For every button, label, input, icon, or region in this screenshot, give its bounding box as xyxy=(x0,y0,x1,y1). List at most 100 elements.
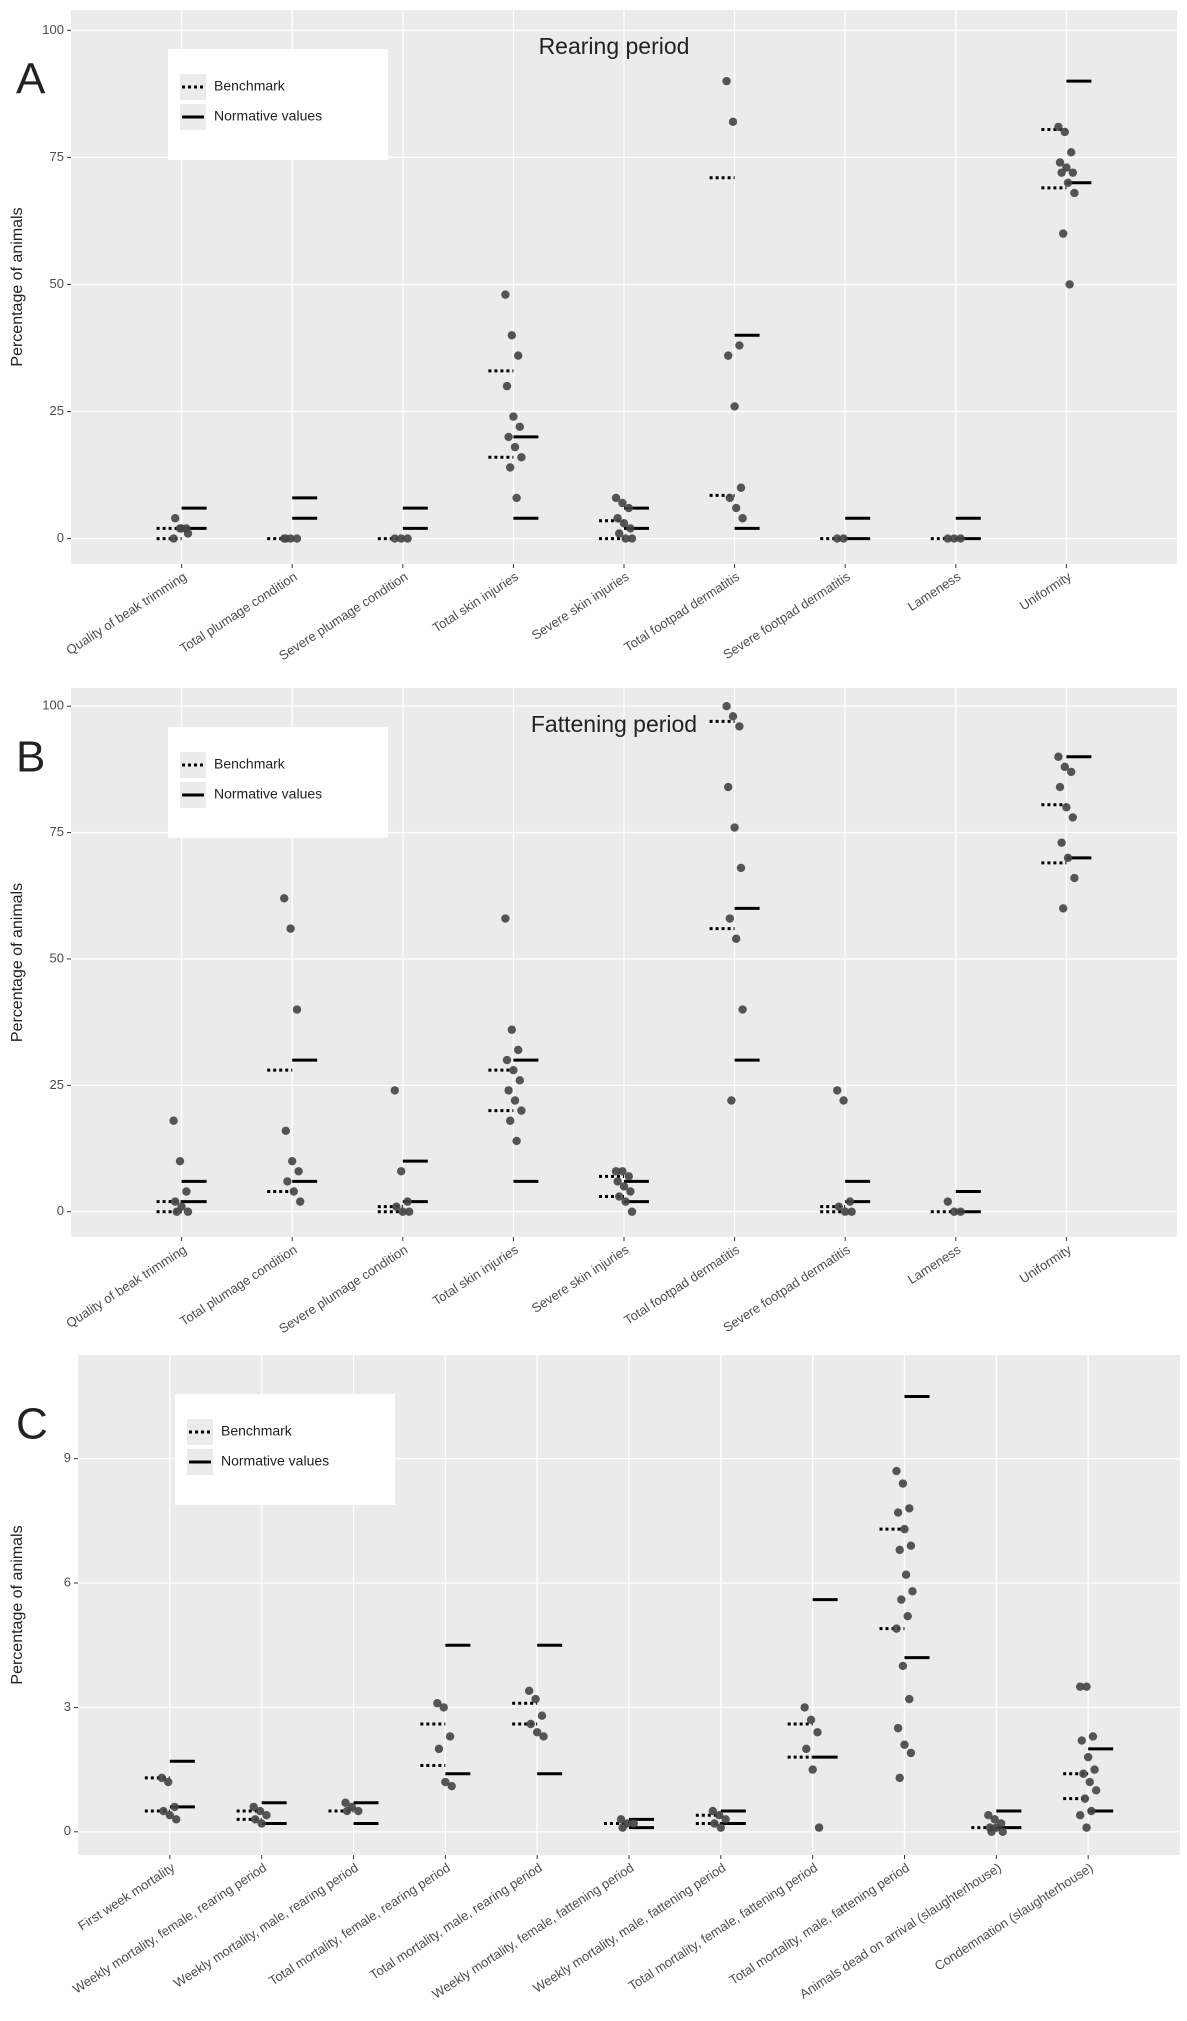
data-point xyxy=(341,1798,350,1807)
x-tick-label: Weekly mortality, male, fattening period xyxy=(530,1860,728,1996)
data-point xyxy=(732,934,741,943)
y-tick-label: 100 xyxy=(42,22,64,37)
data-point xyxy=(1057,838,1066,847)
data-point xyxy=(834,1202,843,1211)
data-point xyxy=(1059,904,1068,913)
data-point xyxy=(292,534,302,543)
data-point xyxy=(509,1065,518,1075)
data-point xyxy=(624,503,633,513)
x-tick-label: Total mortality, female, fattening perio… xyxy=(626,1860,821,1994)
data-point xyxy=(629,1819,638,1828)
x-tick-label: Lameness xyxy=(905,1242,964,1288)
data-point xyxy=(281,1126,290,1136)
data-point xyxy=(1082,1823,1091,1832)
data-point xyxy=(990,1815,999,1824)
y-tick-label: 0 xyxy=(64,1823,71,1838)
data-point xyxy=(515,1076,524,1085)
data-point xyxy=(626,524,635,533)
data-point xyxy=(956,1207,965,1216)
y-tick-label: 75 xyxy=(50,149,64,164)
data-point xyxy=(725,914,734,923)
x-tick-label: Total plumage condition xyxy=(177,569,300,656)
panel-title: Rearing period xyxy=(539,33,690,59)
x-tick-label: Condemnation (slaughterhouse) xyxy=(932,1860,1096,1974)
data-point xyxy=(906,1541,916,1550)
x-tick-label: Severe skin injuries xyxy=(529,569,632,643)
data-point xyxy=(898,1479,908,1488)
x-tick-label: Weekly mortality, male, rearing period xyxy=(171,1860,361,1991)
data-point xyxy=(618,498,627,508)
data-point xyxy=(502,1055,512,1065)
data-point xyxy=(249,1802,258,1812)
y-axis-label: Percentage of animals xyxy=(9,207,26,366)
data-point xyxy=(1055,782,1065,792)
data-point xyxy=(183,1207,193,1216)
data-point xyxy=(1068,168,1078,177)
data-point xyxy=(512,493,521,503)
data-point xyxy=(728,117,738,127)
x-tick-label: Total skin injuries xyxy=(430,1242,522,1309)
data-point xyxy=(619,519,629,528)
data-point xyxy=(618,1823,627,1832)
data-point xyxy=(532,1728,542,1737)
data-point xyxy=(943,534,952,543)
data-point xyxy=(813,1728,822,1737)
data-point xyxy=(175,1156,185,1166)
data-point xyxy=(624,1172,633,1181)
data-point xyxy=(172,1207,181,1216)
panel-letter: C xyxy=(16,1400,48,1449)
data-point xyxy=(283,1177,292,1186)
data-point xyxy=(169,534,178,543)
data-point xyxy=(984,1810,993,1820)
data-point xyxy=(626,1187,635,1196)
x-tick-label: First week mortality xyxy=(75,1860,177,1934)
x-tick-label: Total footpad dermatitis xyxy=(621,569,742,655)
data-point xyxy=(1057,168,1066,177)
data-point xyxy=(1080,1794,1090,1803)
data-point xyxy=(814,1823,824,1832)
panel-letter: A xyxy=(16,55,46,104)
data-point xyxy=(1062,803,1071,812)
x-tick-label: Weekly mortality, female, rearing period xyxy=(70,1860,269,1997)
legend-label: Benchmark xyxy=(221,1423,293,1439)
data-point xyxy=(434,1744,444,1754)
data-point xyxy=(159,1806,168,1816)
data-point xyxy=(405,1207,414,1216)
data-point xyxy=(289,1187,298,1196)
legend-label: Normative values xyxy=(214,108,322,124)
data-point xyxy=(510,442,520,452)
data-point xyxy=(901,1570,911,1579)
data-point xyxy=(439,1703,448,1712)
data-point xyxy=(514,1045,523,1055)
data-point xyxy=(507,331,516,340)
data-point xyxy=(722,76,731,86)
data-point xyxy=(169,1116,178,1125)
data-point xyxy=(281,534,290,543)
data-point xyxy=(1090,1765,1099,1774)
data-point xyxy=(1063,178,1073,188)
data-point xyxy=(445,1732,455,1741)
data-point xyxy=(507,1025,516,1034)
data-point xyxy=(403,1197,412,1206)
data-point xyxy=(738,1005,747,1014)
data-point xyxy=(841,1207,850,1216)
data-point xyxy=(280,894,289,903)
data-point xyxy=(257,1819,266,1828)
data-point xyxy=(1068,813,1078,822)
data-point xyxy=(1079,1769,1088,1778)
data-point xyxy=(251,1815,260,1824)
panel-letter: B xyxy=(16,733,45,782)
data-point xyxy=(296,1197,305,1206)
data-point xyxy=(802,1744,811,1754)
data-point xyxy=(732,503,741,513)
data-point xyxy=(531,1694,540,1704)
data-point xyxy=(1077,1736,1086,1745)
data-point xyxy=(170,1802,179,1812)
data-point xyxy=(171,514,180,523)
data-point xyxy=(1060,127,1070,137)
data-point xyxy=(730,402,739,411)
data-point xyxy=(262,1810,271,1820)
data-point xyxy=(839,1096,848,1105)
data-point xyxy=(716,1823,726,1832)
